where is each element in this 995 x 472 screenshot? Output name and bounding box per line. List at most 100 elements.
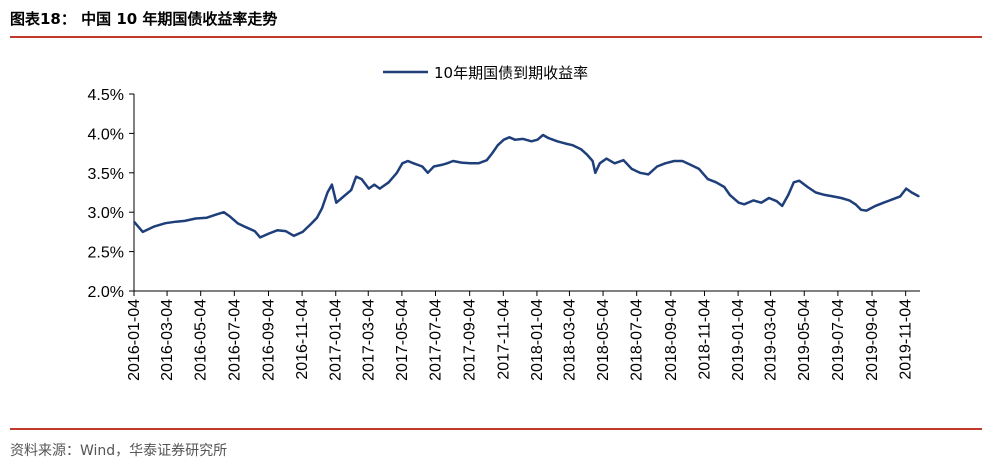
- data-point: [316, 216, 318, 219]
- data-point: [387, 181, 390, 184]
- data-point: [245, 226, 247, 228]
- data-point: [335, 201, 338, 204]
- y-axis-labels: 2.0% 2.5% 3.0% 3.5% 4.0% 4.5%: [88, 87, 124, 301]
- x-tick-label: 2016-01-04: [126, 299, 143, 381]
- data-point: [556, 140, 559, 143]
- data-point: [760, 201, 763, 204]
- data-point: [350, 189, 353, 191]
- data-point: [508, 136, 511, 139]
- data-point: [664, 162, 667, 165]
- x-tick-label: 2018-09-04: [663, 299, 680, 381]
- data-point: [236, 222, 239, 224]
- data-point: [832, 195, 834, 198]
- data-point: [840, 197, 842, 199]
- data-point: [865, 209, 868, 212]
- data-point: [460, 161, 463, 164]
- y-tick-label: 3.0%: [88, 205, 124, 222]
- data-point: [469, 162, 472, 165]
- data-point: [497, 144, 499, 146]
- x-tick-label: 2019-11-04: [898, 299, 915, 380]
- data-point: [331, 183, 333, 186]
- data-point: [401, 162, 404, 165]
- data-point: [899, 195, 901, 198]
- data-point: [175, 220, 177, 223]
- data-point: [547, 137, 550, 139]
- data-point: [647, 173, 650, 176]
- data-point: [787, 194, 790, 196]
- x-tick-label: 2016-05-04: [193, 299, 210, 381]
- data-point: [310, 223, 312, 225]
- data-point: [775, 200, 778, 202]
- data-point: [639, 172, 641, 174]
- data-point: [571, 144, 574, 146]
- data-point: [656, 165, 658, 168]
- data-point: [673, 160, 675, 162]
- data-point: [530, 140, 533, 143]
- data-point: [133, 220, 135, 223]
- data-point: [268, 232, 270, 235]
- series-line: [133, 133, 920, 239]
- data-point: [882, 201, 885, 204]
- line-chart: 10年期国债到期收益率 2.0% 2.5% 3.0% 3.5% 4.0% 4.5% 201…: [88, 64, 920, 381]
- y-tick-label: 4.0%: [88, 126, 124, 143]
- data-point: [854, 203, 857, 206]
- data-point: [723, 186, 726, 188]
- data-point: [440, 164, 443, 166]
- x-axis-labels: 2016-01-04 2016-03-04 2016-05-04 2016-07-04…: [126, 299, 915, 381]
- data-point: [421, 165, 424, 168]
- data-point: [206, 216, 208, 219]
- data-point: [918, 195, 920, 198]
- data-point: [355, 175, 357, 178]
- data-point: [164, 222, 167, 224]
- series-points: [133, 134, 920, 239]
- x-tick-label: 2019-07-04: [830, 299, 847, 381]
- data-point: [542, 134, 544, 136]
- chart-legend: 10年期国债到期收益率: [383, 64, 588, 82]
- legend-label: 10年期国债到期收益率: [434, 64, 588, 82]
- data-point: [707, 178, 709, 180]
- data-point: [491, 152, 494, 154]
- data-point: [564, 142, 567, 145]
- data-point: [522, 138, 524, 140]
- y-tick-label: 2.5%: [88, 245, 124, 262]
- data-point: [253, 230, 256, 232]
- data-point: [698, 168, 700, 170]
- top-divider: [10, 36, 982, 38]
- data-point: [798, 179, 801, 182]
- figure-title: 图表18： 中国 10 年期国债收益率走势: [10, 8, 277, 29]
- x-tick-label: 2019-09-04: [864, 299, 881, 381]
- data-point: [433, 165, 435, 168]
- data-point: [737, 201, 740, 204]
- data-point: [223, 211, 225, 213]
- y-tick-label: 2.0%: [88, 284, 124, 301]
- data-point: [910, 191, 913, 194]
- x-tick-label: 2017-05-04: [394, 299, 411, 381]
- data-point: [503, 138, 505, 141]
- data-point: [536, 138, 539, 141]
- x-tick-label: 2017-11-04: [495, 299, 512, 380]
- figure-label: 图表18：: [10, 10, 76, 28]
- x-tick-label: 2016-11-04: [294, 299, 311, 380]
- data-point: [681, 160, 684, 162]
- data-point: [823, 194, 826, 196]
- data-point: [613, 162, 616, 165]
- data-point: [396, 172, 398, 174]
- data-point: [368, 187, 370, 190]
- x-tick-label: 2019-01-04: [730, 299, 747, 381]
- data-point: [452, 160, 454, 162]
- data-point: [905, 187, 907, 190]
- data-point: [477, 162, 480, 165]
- x-tick-label: 2019-03-04: [763, 299, 780, 381]
- y-tick-label: 3.5%: [88, 166, 124, 183]
- data-point: [301, 231, 304, 233]
- source-note: 资料来源：Wind，华泰证券研究所: [10, 443, 228, 459]
- data-point: [412, 162, 415, 165]
- x-tick-label: 2018-11-04: [696, 299, 713, 380]
- data-point: [514, 138, 516, 141]
- data-point: [630, 168, 633, 170]
- data-point: [341, 197, 343, 199]
- data-point: [407, 160, 409, 162]
- data-point: [276, 229, 279, 232]
- data-point: [715, 181, 717, 184]
- data-point: [259, 236, 262, 239]
